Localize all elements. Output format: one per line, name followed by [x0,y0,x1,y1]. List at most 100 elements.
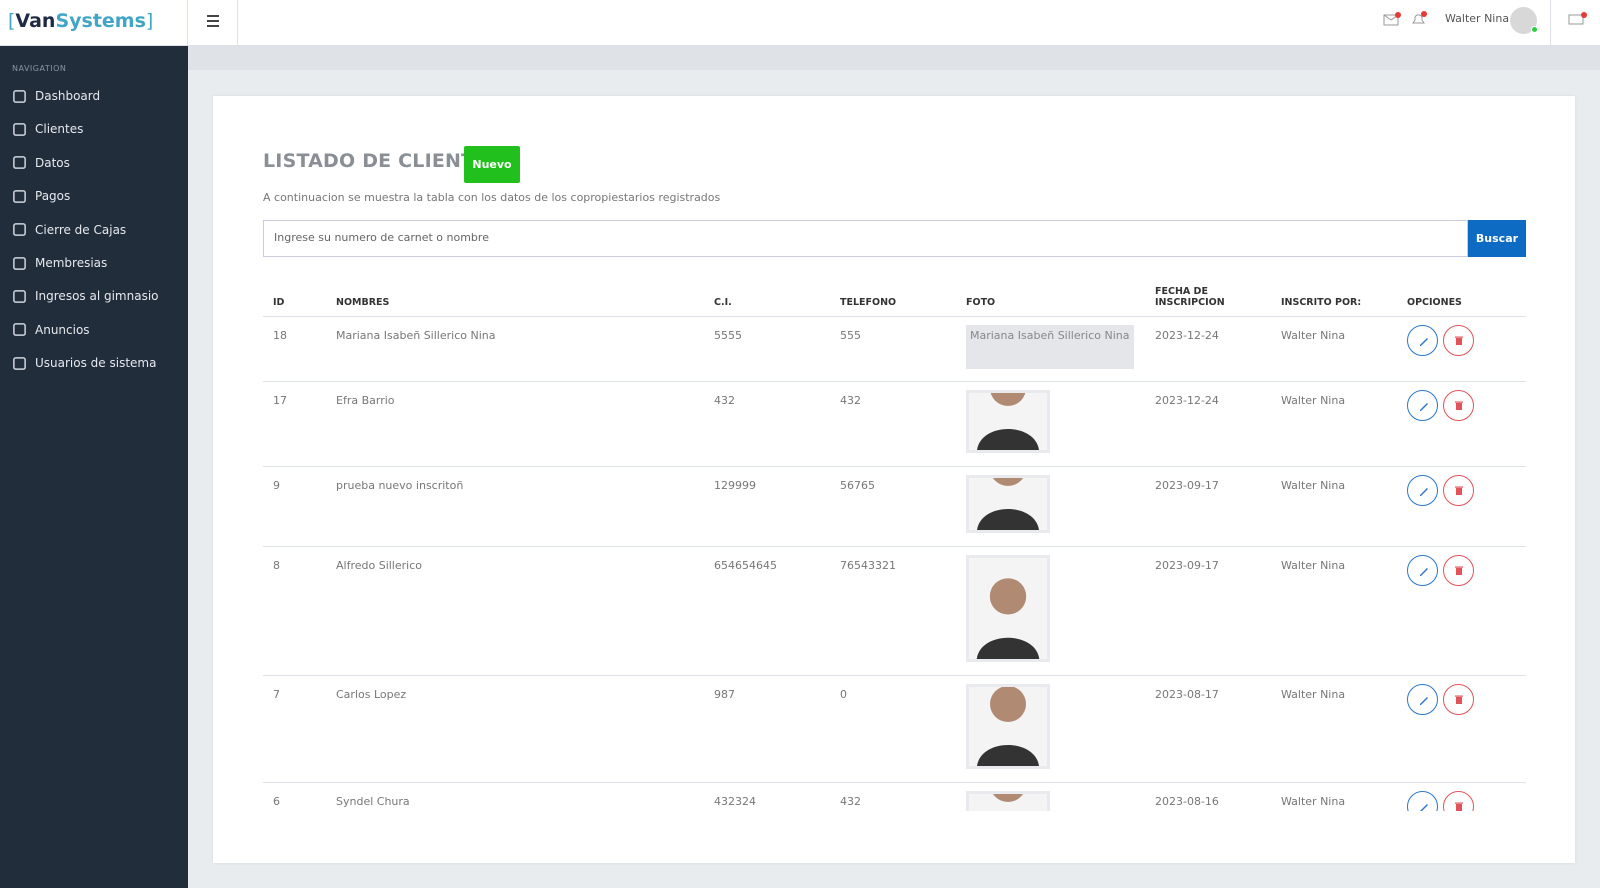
user-name[interactable]: Walter Nina [1445,12,1510,25]
cell-photo [956,782,1145,811]
cell-options [1397,546,1526,676]
photo-silhouette [976,577,1040,659]
cell-id: 8 [263,546,326,676]
nav-item[interactable]: Cierre de Cajas [12,219,182,241]
nav-item[interactable]: Dashboard [12,85,182,107]
nav-label: NAVIGATION [12,64,67,73]
photo-alt: Mariana Isabeñ Sillerico Nina [966,324,1134,369]
cell-ci: 129999 [704,466,830,547]
page-title: LISTADO DE CLIENTES [263,150,502,172]
nav-icon [13,256,26,270]
cell-name: Efra Barrio [326,381,704,467]
column-header: ID [263,274,326,317]
edit-button[interactable] [1407,389,1438,421]
cell-options [1397,675,1526,783]
table-body: 18 Mariana Isabeñ Sillerico Nina 5555 555 Ma… [263,316,1526,811]
delete-button[interactable] [1443,324,1474,356]
nav-text: Pagos [35,189,71,204]
nav-text: Datos [35,155,70,170]
sidebar: NAVIGATION Dashboard Clientes Datos Pagos Cie… [0,46,188,888]
edit-icon [1420,487,1428,496]
delete-button[interactable] [1443,790,1474,811]
delete-icon [1455,486,1463,495]
cell-date: 2023-08-16 [1145,782,1271,811]
content-card: LISTADO DE CLIENTES Nuevo A continuacion… [213,96,1575,863]
nav-item[interactable]: Pagos [12,185,182,207]
menu-toggle[interactable] [188,0,238,46]
edit-button[interactable] [1407,790,1438,811]
cell-id: 9 [263,466,326,547]
nav-icon [13,356,26,370]
clients-table: ID NOMBRES C.I. TELEFONO FOTO FECHA DE INSCRI… [263,274,1526,811]
edit-icon [1420,567,1428,576]
cell-date: 2023-08-17 [1145,675,1271,783]
nav-icon [13,89,26,103]
screen-icon[interactable] [1568,12,1588,28]
delete-button[interactable] [1443,683,1474,715]
cell-photo [956,675,1145,783]
cell-options [1397,381,1526,467]
nav-icon [13,290,26,303]
edit-button[interactable] [1407,683,1438,715]
nav-item[interactable]: Clientes [12,118,182,140]
photo-silhouette [977,477,1039,530]
new-button[interactable]: Nuevo [464,146,520,183]
edit-icon [1420,402,1428,411]
brand[interactable]: [VanSystems] [0,0,188,46]
search-input[interactable]: Ingrese su numero de carnet o nombre [263,220,1468,257]
nav-text: Membresias [35,256,108,270]
mail-icon[interactable] [1383,12,1401,26]
cell-by: Walter Nina [1271,675,1397,783]
cell-options [1397,782,1526,811]
column-header: FECHA DE INSCRIPCION [1145,274,1271,317]
cell-options [1397,316,1526,382]
edit-button[interactable] [1407,554,1438,586]
cell-id: 7 [263,675,326,783]
nav-icon [13,156,26,170]
edit-button[interactable] [1407,324,1438,356]
table-wrap: ID NOMBRES C.I. TELEFONO FOTO FECHA DE INSCRI… [263,274,1526,811]
table-row: 7 Carlos Lopez 987 0 2023-08-17 Walter Nina [263,675,1526,783]
nav-item[interactable]: Datos [12,152,182,174]
bell-icon[interactable] [1410,11,1428,27]
delete-button[interactable] [1443,389,1474,421]
nav-item[interactable]: Membresias [12,252,182,274]
photo-silhouette [977,392,1039,450]
table-row: 9 prueba nuevo inscritoñ 129999 56765 2023-0… [263,466,1526,547]
photo [966,683,1050,769]
column-header: NOMBRES [326,274,704,317]
photo [966,389,1050,453]
cell-phone: 76543321 [830,546,956,676]
cell-by: Walter Nina [1271,466,1397,547]
nav-item[interactable]: Ingresos al gimnasio [12,285,182,307]
cell-phone: 555 [830,316,956,382]
cell-photo [956,546,1145,676]
nav-text: Ingresos al gimnasio [35,289,159,304]
delete-icon [1455,802,1463,811]
nav-icon [13,323,26,337]
column-header: OPCIONES [1397,274,1526,317]
nav-text: Anuncios [35,322,90,337]
nav-item[interactable]: Usuarios de sistema [12,352,182,374]
search-button[interactable]: Buscar [1468,220,1526,257]
cell-date: 2023-12-24 [1145,381,1271,467]
nav-icon [13,189,26,203]
cell-phone: 0 [830,675,956,783]
table-row: 17 Efra Barrio 432 432 2023-12-24 Walter Nina [263,381,1526,467]
delete-icon [1455,695,1463,704]
delete-button[interactable] [1443,554,1474,586]
nav-item[interactable]: Anuncios [12,319,182,341]
edit-button[interactable] [1407,474,1438,506]
nav-text: Usuarios de sistema [35,356,157,371]
description: A continuacion se muestra la tabla con l… [263,191,721,204]
avatar[interactable] [1510,7,1538,34]
table-row: 18 Mariana Isabeñ Sillerico Nina 5555 555 Ma… [263,316,1526,382]
cell-ci: 987 [704,675,830,783]
cell-date: 2023-12-24 [1145,316,1271,382]
delete-button[interactable] [1443,474,1474,506]
column-header: INSCRITO POR: [1271,274,1397,317]
edit-icon [1420,803,1428,811]
delete-icon [1455,336,1463,345]
